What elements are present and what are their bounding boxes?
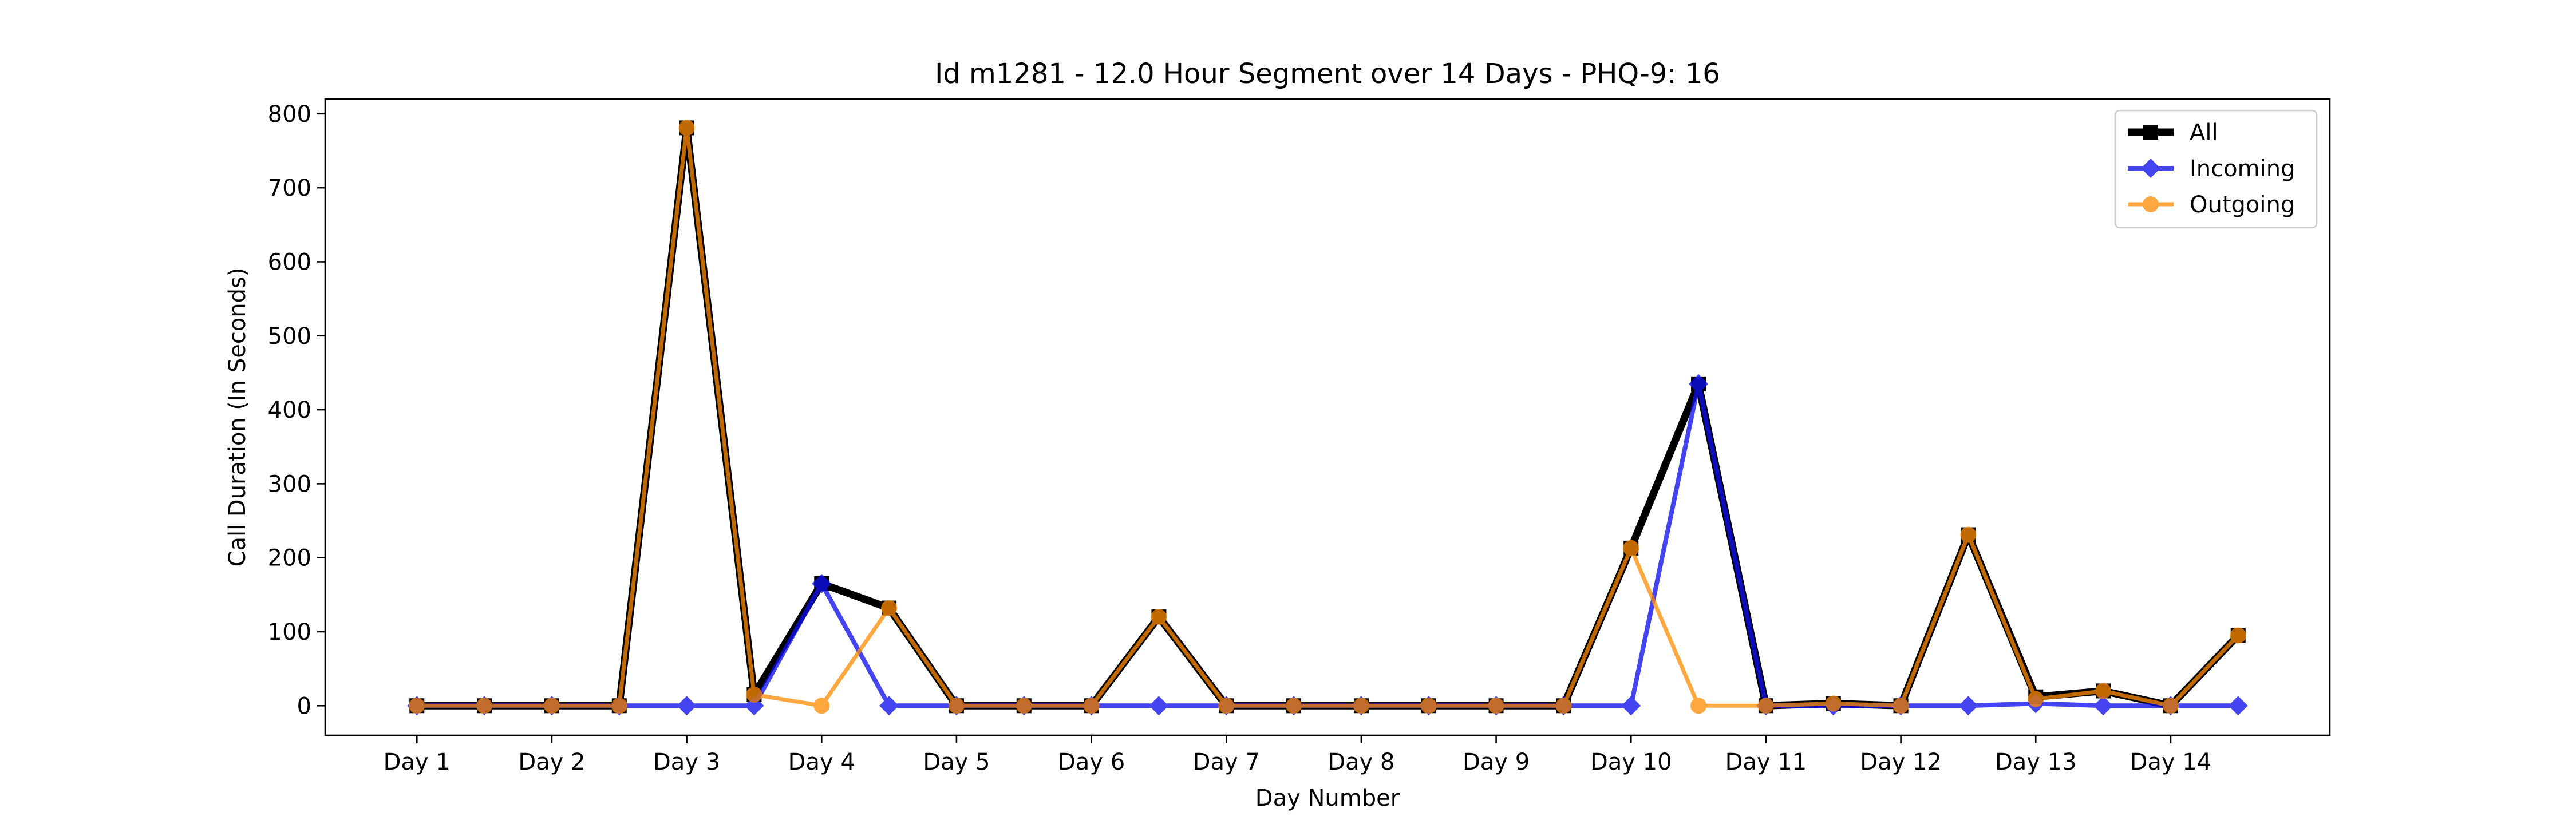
data-point xyxy=(746,686,762,703)
data-point xyxy=(1555,698,1572,714)
y-tick-label: 600 xyxy=(268,249,311,275)
legend: All Incoming Outgoing xyxy=(2114,109,2318,229)
data-point xyxy=(1893,698,1909,714)
y-tick-label: 0 xyxy=(297,693,311,719)
x-axis: Day 1 Day 2 Day 3 Day 4 Day 5 Day 6 Day 7 Day 8… xyxy=(384,735,2212,775)
y-tick-label: 100 xyxy=(268,619,311,645)
data-point xyxy=(1623,540,1639,556)
data-point xyxy=(2162,698,2179,714)
data-point xyxy=(2028,691,2044,707)
data-point xyxy=(611,698,627,714)
data-point xyxy=(678,120,695,136)
data-point xyxy=(1151,609,1167,625)
data-point xyxy=(813,698,830,714)
data-point xyxy=(2093,696,2113,716)
data-point xyxy=(1690,698,1707,714)
y-axis: 0 100 200 300 400 500 600 700 800 xyxy=(268,101,325,719)
x-tick-label: Day 8 xyxy=(1327,749,1394,775)
data-point xyxy=(1958,696,1978,716)
x-tick-label: Day 11 xyxy=(1725,749,1807,775)
series-line xyxy=(417,124,2241,710)
data-point xyxy=(2095,683,2112,699)
data-point xyxy=(2230,627,2246,644)
data-point xyxy=(476,698,493,714)
y-tick-label: 300 xyxy=(268,471,311,497)
y-axis-label: Call Duration (In Seconds) xyxy=(224,268,251,567)
data-point xyxy=(677,696,697,716)
x-tick-label: Day 5 xyxy=(923,749,990,775)
x-tick-label: Day 3 xyxy=(653,749,720,775)
data-point xyxy=(1353,698,1369,714)
data-point xyxy=(812,573,832,593)
y-tick-label: 400 xyxy=(268,397,311,423)
legend-entry xyxy=(2128,196,2174,212)
data-point xyxy=(2228,696,2248,716)
data-point xyxy=(1960,526,1977,543)
y-tick-label: 700 xyxy=(268,175,311,201)
x-tick-label: Day 13 xyxy=(1995,749,2077,775)
x-tick-label: Day 9 xyxy=(1463,749,1530,775)
x-tick-label: Day 4 xyxy=(788,749,855,775)
legend-entry xyxy=(2128,159,2174,178)
data-point xyxy=(881,600,898,616)
data-point xyxy=(1757,698,1774,714)
data-point xyxy=(543,698,560,714)
data-point xyxy=(1083,698,1100,714)
data-point xyxy=(1488,698,1504,714)
chart-title: Id m1281 - 12.0 Hour Segment over 14 Day… xyxy=(935,58,1720,90)
x-axis-label: Day Number xyxy=(1255,785,1400,811)
data-point xyxy=(1420,698,1437,714)
y-tick-label: 200 xyxy=(268,545,311,572)
legend-label: Incoming xyxy=(2190,156,2295,182)
y-tick-label: 800 xyxy=(268,101,311,128)
data-point xyxy=(1689,374,1709,394)
plot-frame xyxy=(324,98,2331,736)
legend-label: Outgoing xyxy=(2190,192,2295,218)
data-point xyxy=(1016,698,1032,714)
x-tick-label: Day 7 xyxy=(1193,749,1260,775)
series-all xyxy=(409,120,2246,714)
x-tick-label: Day 6 xyxy=(1058,749,1125,775)
x-tick-label: Day 1 xyxy=(384,749,451,775)
data-point xyxy=(409,698,425,714)
plot-area xyxy=(407,120,2248,716)
data-point xyxy=(1218,698,1235,714)
series-outgoing xyxy=(409,120,2246,714)
data-point xyxy=(1825,695,1842,712)
legend-label: All xyxy=(2190,120,2218,146)
legend-marker xyxy=(2143,125,2158,140)
data-point xyxy=(1286,698,1302,714)
x-tick-label: Day 2 xyxy=(518,749,585,775)
legend-box xyxy=(2114,109,2318,229)
x-tick-label: Day 12 xyxy=(1860,749,1942,775)
y-tick-label: 500 xyxy=(268,323,311,350)
legend-marker xyxy=(2141,159,2160,178)
series-line xyxy=(417,125,2240,708)
data-point xyxy=(1149,696,1169,716)
data-point xyxy=(1621,696,1641,716)
x-tick-label: Day 14 xyxy=(2130,749,2212,775)
legend-marker xyxy=(2143,196,2159,212)
x-tick-label: Day 10 xyxy=(1590,749,1672,775)
data-point xyxy=(879,696,899,716)
legend-entry xyxy=(2128,125,2174,140)
data-point xyxy=(948,698,965,714)
